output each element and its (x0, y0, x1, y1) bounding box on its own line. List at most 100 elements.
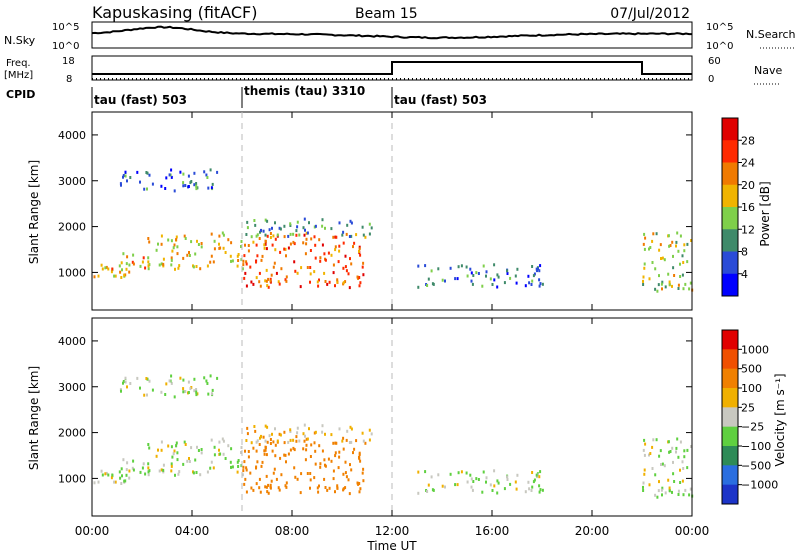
velocity-cell (184, 390, 187, 393)
colorbar-swatch (722, 207, 738, 230)
power-cell (485, 274, 487, 278)
velocity-cell (175, 444, 178, 448)
power-cell (271, 243, 274, 247)
freq-tick-bottom: 8 (66, 74, 72, 85)
power-cell (326, 282, 329, 286)
velocity-cell (146, 393, 148, 397)
power-cell (538, 278, 541, 282)
power-cell (160, 184, 163, 188)
velocity-cell (213, 445, 216, 449)
velocity-cell (308, 427, 310, 431)
power-cell (368, 232, 371, 236)
power-cell (210, 186, 213, 190)
power-cell (336, 278, 339, 282)
velocity-cell (132, 459, 135, 463)
colorbar-swatch (722, 426, 738, 447)
colorbar-swatch (722, 140, 738, 163)
power-cell (242, 259, 245, 263)
velocity-cell (673, 480, 676, 483)
velocity-cell (170, 445, 173, 449)
power-cell (218, 234, 221, 238)
power-cell (269, 232, 272, 235)
velocity-cell (345, 438, 348, 442)
velocity-cell (93, 481, 96, 485)
power-cell (240, 245, 242, 248)
power-cell (537, 267, 539, 271)
power-cell (675, 244, 677, 248)
power-cell (332, 271, 335, 275)
power-cell (289, 222, 292, 226)
power-cell (240, 258, 243, 262)
velocity-cell (424, 470, 427, 474)
velocity-cell (245, 466, 248, 470)
x-tick-label: 08:00 (275, 524, 310, 538)
velocity-cell (263, 449, 266, 453)
velocity-cell (206, 470, 209, 474)
velocity-cell (682, 493, 685, 497)
velocity-cell (349, 463, 351, 467)
velocity-cell (260, 464, 263, 468)
velocity-cell (160, 468, 163, 472)
colorbar-swatch (722, 330, 738, 350)
velocity-cell (195, 388, 198, 391)
velocity-cell (160, 440, 163, 444)
beam-title: Beam 15 (355, 6, 418, 22)
colorbar-tick-label: −1000 (741, 479, 778, 492)
power-cell (101, 267, 104, 271)
power-cell (470, 271, 473, 275)
velocity-cell (661, 493, 663, 497)
velocity-cell (131, 466, 134, 470)
velocity-cell (195, 390, 198, 394)
velocity-cell (292, 438, 295, 442)
power-cell (481, 284, 484, 288)
velocity-cell (293, 448, 296, 452)
cpid-strip: CPID tau (fast) 503 themis (tau) 3310 ta… (6, 84, 487, 108)
power-cell (151, 182, 154, 186)
velocity-cell (270, 479, 273, 483)
velocity-cell (533, 478, 536, 482)
velocity-cell (193, 389, 196, 393)
velocity-cell (345, 475, 348, 479)
power-cell (679, 275, 682, 278)
velocity-cell (485, 476, 488, 480)
power-cell (342, 241, 345, 245)
power-cell (265, 247, 268, 251)
velocity-cell (336, 486, 339, 490)
power-cell (454, 277, 457, 281)
x-tick-label: 00:00 (75, 524, 110, 538)
velocity-cell (287, 452, 290, 456)
power-cell (176, 245, 179, 249)
velocity-cell (227, 444, 230, 448)
velocity-cell (172, 452, 175, 456)
power-cell (148, 173, 151, 177)
velocity-cell (350, 440, 353, 444)
velocity-cell (660, 463, 662, 466)
power-cell (143, 187, 146, 191)
velocity-cell (364, 441, 367, 445)
velocity-cell (356, 481, 359, 485)
velocity-cell (657, 489, 660, 493)
velocity-cell (121, 474, 123, 478)
velocity-cell (318, 484, 320, 488)
velocity-cell (688, 493, 691, 497)
velocity-cell (642, 481, 645, 485)
velocity-cell (155, 454, 158, 458)
power-cell (427, 277, 430, 281)
velocity-panel: 4000 3000 2000 1000 Slant Range [km] 1000 50… (27, 317, 787, 517)
velocity-cell (267, 491, 270, 495)
velocity-cell (491, 489, 494, 492)
velocity-cell (195, 393, 198, 397)
noise-panel: N.Sky 10^5 10^0 10^5 10^0 N.Search (4, 21, 796, 52)
velocity-cell (469, 473, 472, 477)
power-cell (327, 251, 330, 255)
velocity-cell (310, 443, 313, 447)
power-cell (444, 279, 446, 283)
power-cell (245, 233, 248, 236)
power-cell (643, 247, 646, 251)
power-cell (342, 230, 345, 234)
power-cell (111, 267, 114, 271)
velocity-cell (361, 471, 364, 475)
power-cell (266, 284, 269, 288)
y-tick-label: 3000 (58, 381, 86, 394)
velocity-cell (314, 462, 317, 466)
